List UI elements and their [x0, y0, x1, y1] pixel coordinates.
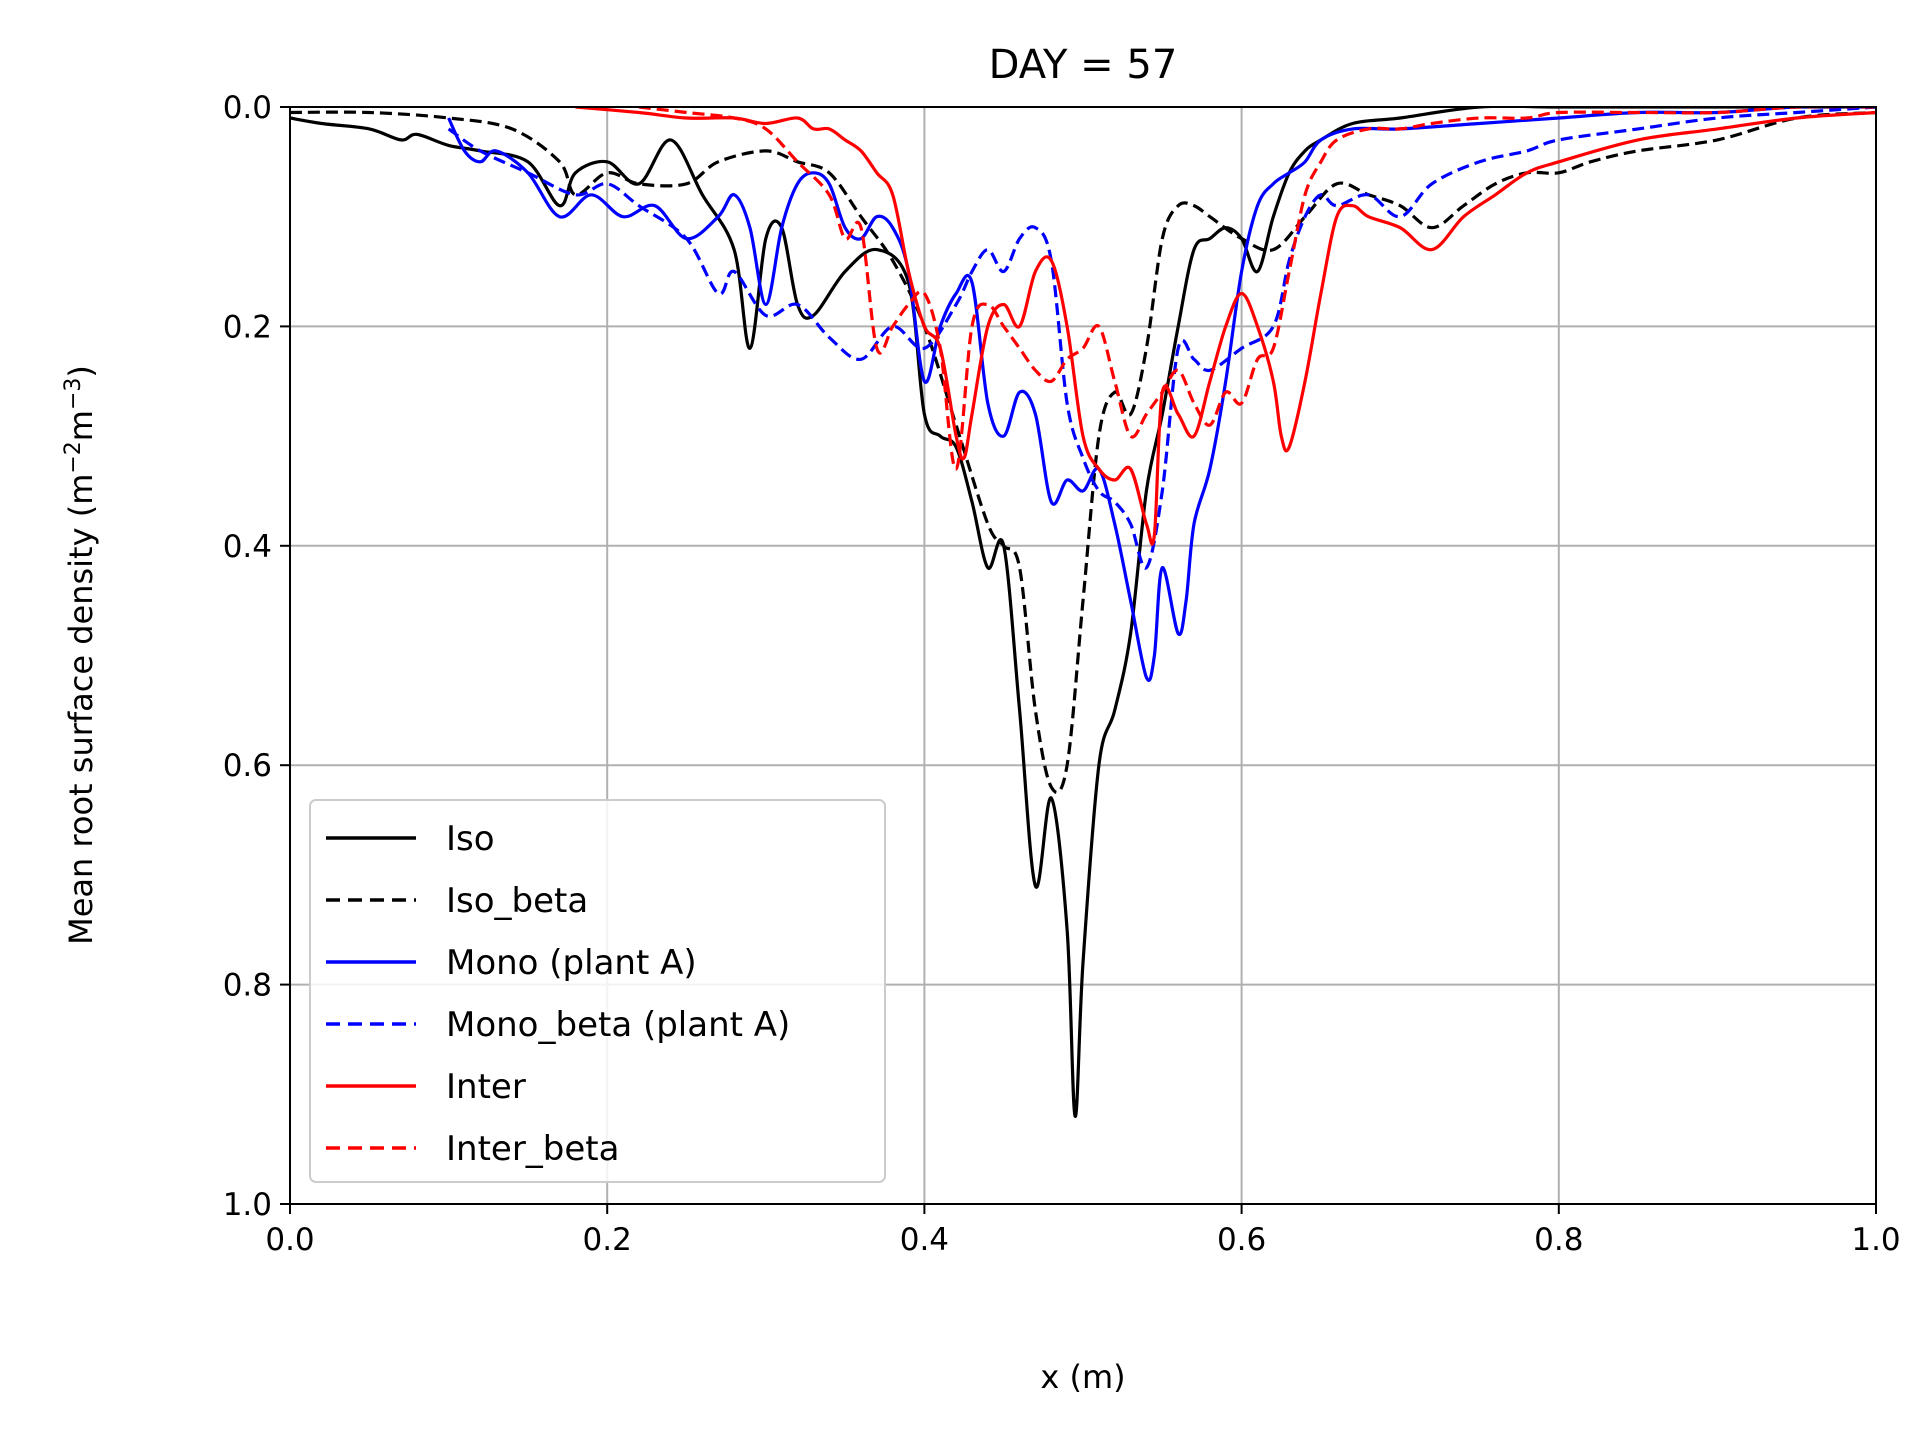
series-line-mono-plant-a — [447, 107, 1876, 683]
series-line-mono-beta-plant-a — [447, 107, 1876, 570]
plot-frame — [289, 106, 1877, 1205]
y-axis-title-mid: m — [62, 410, 100, 441]
y-axis-title-sup2: −3 — [61, 378, 86, 410]
y-axis-title-sup1: −2 — [61, 441, 86, 473]
legend-label-iso-beta: Iso_beta — [446, 881, 588, 921]
x-axis-title: x (m) — [1040, 1358, 1125, 1396]
legend-box — [309, 799, 886, 1183]
y-axis-title-main: Mean root surface density (m — [62, 474, 100, 945]
y-axis-title-end: ) — [62, 365, 100, 377]
legend: Iso Iso_beta Mono (plant A) Mono_beta (plan… — [309, 799, 886, 1183]
y-tick-label: 0.2 — [223, 309, 272, 345]
legend-label-inter-beta: Inter_beta — [446, 1129, 619, 1169]
x-tick-label: 0.0 — [265, 1222, 314, 1258]
series-line-inter-beta — [638, 107, 1876, 471]
legend-label-iso: Iso — [446, 819, 495, 859]
x-tick-label: 0.6 — [1217, 1222, 1266, 1258]
x-tick-label: 1.0 — [1851, 1222, 1900, 1258]
y-axis-title: Mean root surface density (m−2m−3) — [61, 365, 101, 945]
chart-title: DAY = 57 — [989, 42, 1178, 88]
series-lines — [290, 107, 1876, 1118]
y-tick-label: 1.0 — [223, 1187, 272, 1223]
x-tick-label: 0.2 — [583, 1222, 632, 1258]
y-tick-label: 0.4 — [223, 529, 272, 565]
series-line-iso-beta — [290, 110, 1876, 795]
series-line-inter — [575, 107, 1876, 546]
axis-ticks: 0.0 0.2 0.4 0.6 0.8 1.00.00.20.40.60.81.0 — [223, 90, 1901, 1258]
legend-label-mono-beta-plant-a: Mono_beta (plant A) — [446, 1005, 790, 1045]
legend-label-inter: Inter — [446, 1067, 526, 1107]
y-tick-label: 0.6 — [223, 748, 272, 784]
x-tick-label: 0.8 — [1534, 1222, 1583, 1258]
y-tick-label: 0.8 — [223, 968, 272, 1004]
y-tick-label: 0.0 — [223, 90, 272, 126]
legend-label-mono-plant-a: Mono (plant A) — [446, 943, 697, 983]
x-tick-label: 0.4 — [900, 1222, 949, 1258]
